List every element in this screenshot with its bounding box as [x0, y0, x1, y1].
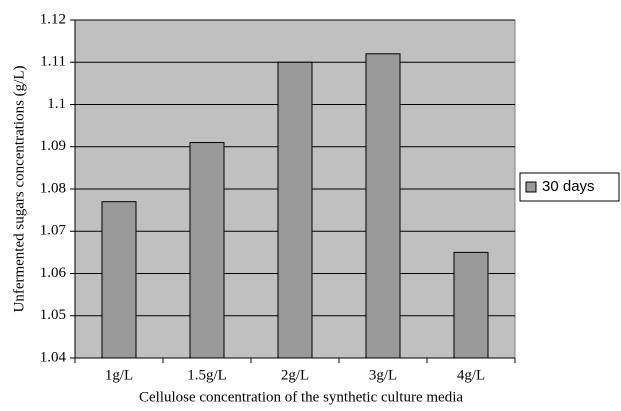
- legend-swatch: [525, 181, 537, 193]
- y-tick-label: 1.07: [40, 223, 67, 239]
- bar: [189, 142, 225, 359]
- bar: [101, 201, 137, 359]
- y-tick-label: 1.06: [40, 265, 67, 281]
- y-tick-label: 1.04: [40, 349, 67, 365]
- y-tick-label: 1.05: [40, 307, 66, 323]
- x-tick-label: 4g/L: [457, 367, 485, 383]
- y-axis-title: Unfermented sugars concentrations (g/L): [11, 66, 27, 313]
- legend-text: 30 days: [542, 178, 595, 195]
- bar: [277, 61, 313, 359]
- x-tick-label: 1.5g/L: [187, 367, 227, 383]
- bar: [453, 251, 489, 359]
- bar: [365, 53, 401, 359]
- x-tick-label: 1g/L: [105, 367, 133, 383]
- y-tick-label: 1.09: [40, 138, 66, 154]
- x-tick-label: 2g/L: [281, 367, 309, 383]
- x-tick-label: 3g/L: [369, 367, 397, 383]
- x-axis-title: Cellulose concentration of the synthetic…: [139, 389, 463, 405]
- y-tick-label: 1.11: [40, 54, 66, 70]
- y-tick-label: 1.1: [47, 96, 66, 112]
- y-tick-label: 1.12: [40, 11, 66, 27]
- y-tick-label: 1.08: [40, 180, 66, 196]
